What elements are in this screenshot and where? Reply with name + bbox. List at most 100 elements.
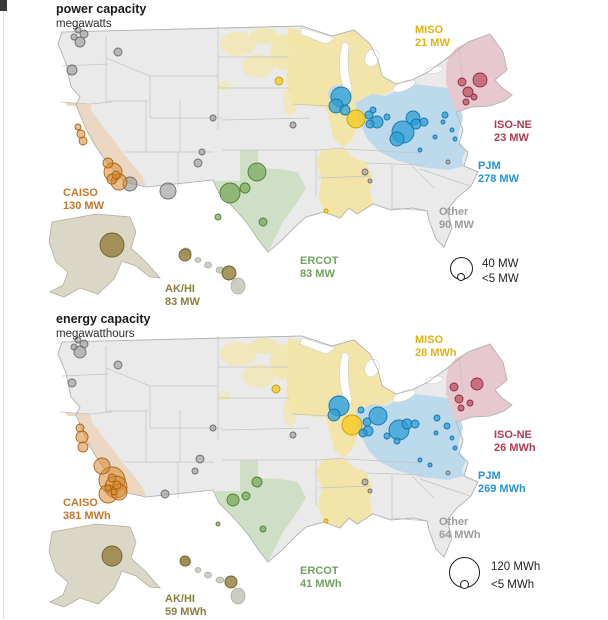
capacity-bubble-pjm — [383, 432, 391, 440]
capacity-bubble-pjm — [362, 417, 372, 427]
capacity-bubble-caiso — [93, 457, 111, 475]
region-name: ISO-NE — [494, 429, 532, 441]
capacity-bubble-miso — [323, 518, 329, 524]
state-borders — [59, 336, 471, 522]
region-name: AK/HI — [165, 283, 195, 295]
page-title: power capacity — [56, 2, 147, 16]
region-name: MISO — [415, 334, 444, 346]
capacity-bubble-other — [367, 488, 373, 494]
capacity-bubble-other — [79, 29, 89, 39]
capacity-bubble-pjm — [417, 457, 423, 463]
legend-text: 40 MW <5 MW — [482, 257, 519, 287]
power-capacity-map-panel: power capacity megawatts — [48, 2, 532, 308]
region-name: MISO — [415, 24, 444, 36]
capacity-bubble-ercot — [219, 182, 241, 204]
capacity-bubble-isone — [472, 72, 488, 88]
capacity-bubble-ercot — [251, 476, 263, 488]
capacity-bubble-miso — [323, 208, 329, 214]
capacity-bubble-pjm — [357, 406, 365, 414]
capacity-bubble-caiso — [75, 430, 89, 444]
capacity-bubble-other — [160, 489, 170, 499]
capacity-bubble-pjm — [433, 430, 439, 436]
region-name: ERCOT — [300, 255, 339, 267]
alaska-shape — [48, 213, 161, 298]
capacity-bubble-miso — [274, 76, 284, 86]
region-value: 278 MW — [478, 173, 519, 185]
region-value: 26 MWh — [494, 442, 536, 454]
capacity-bubble-caiso — [104, 484, 112, 492]
region-name: CAISO — [63, 187, 98, 199]
capacity-bubbles — [66, 26, 488, 281]
legend-small-circle-icon — [460, 580, 469, 589]
capacity-bubble-caiso — [77, 441, 89, 453]
capacity-bubble-other — [193, 158, 203, 168]
capacity-bubble-caiso — [74, 123, 82, 131]
capacity-bubble-other — [361, 478, 369, 486]
capacity-bubble-pjm — [440, 119, 446, 125]
region-label-ercot: ERCOT 83 MW — [300, 255, 339, 281]
region-label-isone: ISO-NE 23 MW — [494, 119, 532, 145]
page-subtitle: megawatthours — [56, 328, 135, 340]
region-value: 64 MWh — [439, 529, 481, 541]
capacity-bubble-caiso — [110, 488, 118, 496]
alaska-shape — [48, 523, 161, 608]
capacity-bubble-ercot — [258, 217, 268, 227]
legend-circles — [450, 256, 476, 284]
capacity-bubble-miso — [271, 384, 281, 394]
page-subtitle: megawatts — [56, 18, 112, 30]
capacity-bubble-other — [74, 36, 86, 48]
legend-circles — [449, 556, 485, 592]
region-label-akhi: AK/HI 59 MWh — [165, 593, 207, 619]
great-lakes — [299, 27, 444, 94]
capacity-bubble-other — [113, 360, 123, 370]
energy-capacity-map-panel: energy capacity megawatthours — [0, 310, 608, 620]
legend-big-label: 120 MWh — [491, 561, 541, 573]
region-value: 90 MW — [439, 219, 474, 231]
bubble-size-legend: 40 MW <5 MW — [450, 256, 519, 287]
page-edge-line — [3, 0, 4, 619]
region-value: 41 MWh — [300, 578, 342, 590]
capacity-bubble-pjm — [393, 437, 401, 445]
capacity-bubble-pjm — [339, 104, 351, 116]
region-name: CAISO — [63, 497, 98, 509]
capacity-bubble-other — [445, 470, 451, 476]
capacity-bubble-pjm — [441, 111, 449, 119]
capacity-bubble-other — [198, 148, 206, 156]
capacity-bubble-pjm — [419, 117, 429, 127]
capacity-bubble-pjm — [449, 127, 455, 133]
region-label-ercot: ERCOT 41 MWh — [300, 565, 342, 591]
region-value: 21 MW — [415, 37, 450, 49]
region-label-miso: MISO 28 MWh — [415, 334, 457, 360]
capacity-bubble-other — [367, 178, 373, 184]
capacity-bubble-pjm — [452, 445, 458, 451]
capacity-bubble-other — [74, 336, 82, 344]
capacity-bubble-pjm — [410, 118, 422, 130]
great-lakes — [299, 337, 444, 404]
legend-small-label: <5 MWh — [491, 579, 535, 591]
capacity-bubble-pjm — [369, 106, 377, 114]
power-capacity-map — [48, 25, 513, 298]
bubble-size-legend: 120 MWh <5 MWh — [449, 556, 540, 594]
region-name: ERCOT — [300, 565, 339, 577]
region-name: Other — [439, 516, 469, 528]
capacity-bubble-isone — [470, 377, 484, 391]
region-name: ISO-NE — [494, 119, 532, 131]
legend-big-label: 40 MW — [482, 258, 519, 270]
capacity-bubble-pjm — [365, 119, 375, 129]
capacity-bubble-other — [113, 47, 123, 57]
capacity-bubble-ercot — [215, 521, 221, 527]
region-value: 83 MW — [300, 268, 335, 280]
capacity-bubbles — [67, 336, 484, 589]
region-value: 83 MW — [165, 296, 200, 308]
capacity-bubble-pjm — [383, 113, 391, 121]
region-patch-caiso — [64, 102, 146, 186]
capacity-bubble-caiso — [112, 480, 122, 490]
capacity-bubble-other — [159, 182, 177, 200]
capacity-bubble-pjm — [368, 406, 388, 426]
capacity-bubble-pjm — [452, 136, 458, 142]
region-value: 28 MWh — [415, 347, 457, 359]
capacity-bubble-ercot — [247, 162, 267, 182]
capacity-bubble-akhi — [179, 555, 191, 567]
region-label-caiso: CAISO 130 MW — [63, 187, 104, 213]
